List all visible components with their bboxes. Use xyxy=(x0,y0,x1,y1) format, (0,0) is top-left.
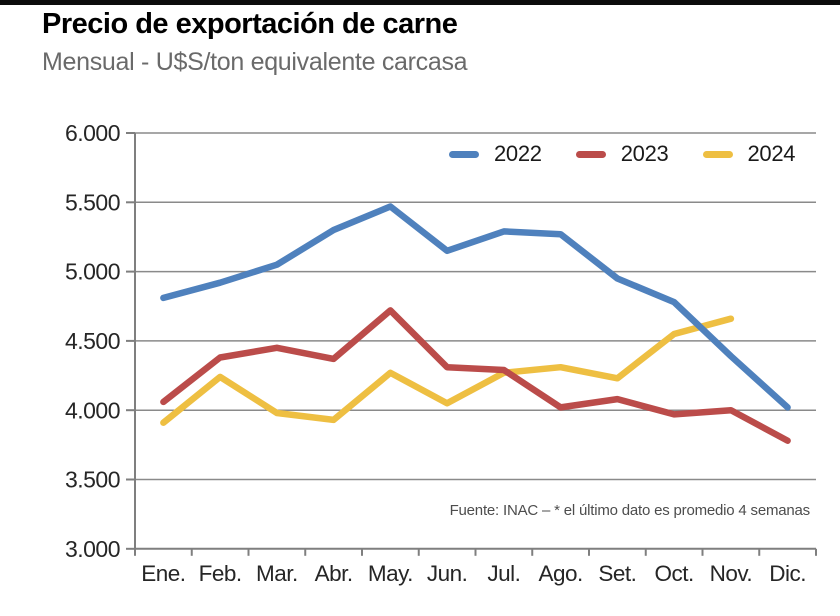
legend-item-2023: 2023 xyxy=(575,141,669,167)
y-tick-label-6.000: 6.000 xyxy=(65,120,120,146)
legend-label-2022: 2022 xyxy=(494,141,542,166)
x-tick-label-Set: Set. xyxy=(598,561,636,586)
x-tick-label-Dic: Dic. xyxy=(769,561,806,586)
x-tick-label-May: May. xyxy=(368,561,413,586)
y-tick-label-3.500: 3.500 xyxy=(65,467,120,493)
y-tick-label-3.000: 3.000 xyxy=(65,536,120,562)
x-tick-label-Mar: Mar. xyxy=(256,561,298,586)
x-tick-label-Ago: Ago. xyxy=(538,561,582,586)
page-subtitle: Mensual - U$S/ton equivalente carcasa xyxy=(42,48,468,76)
legend-swatch-2023-icon xyxy=(575,150,606,158)
legend-item-2024: 2024 xyxy=(702,141,796,167)
legend-swatch-2024-icon xyxy=(702,150,733,158)
y-tick-label-5.500: 5.500 xyxy=(65,189,120,215)
y-tick-label-5.000: 5.000 xyxy=(65,259,120,285)
x-tick-label-Jul: Jul. xyxy=(487,561,520,586)
y-tick-label-4.000: 4.000 xyxy=(65,397,120,423)
top-black-bar xyxy=(0,0,840,5)
legend-label-2024: 2024 xyxy=(747,141,796,166)
page-title: Precio de exportación de carne xyxy=(42,8,458,40)
x-tick-label-Abr: Abr. xyxy=(315,561,353,586)
series-line-2022 xyxy=(160,203,791,411)
x-tick-label-Jun: Jun. xyxy=(427,561,468,586)
source-note: Fuente: INAC – * el último dato es prome… xyxy=(449,502,811,519)
x-tick-label-Nov: Nov. xyxy=(710,561,753,586)
legend-swatch-2022-icon xyxy=(449,150,479,158)
x-tick-label-Ene: Ene. xyxy=(141,561,185,586)
chart-legend: 2022 2023 2024 xyxy=(449,141,796,167)
x-tick-label-Feb: Feb. xyxy=(199,561,242,586)
legend-item-2022: 2022 xyxy=(449,141,542,167)
legend-label-2023: 2023 xyxy=(620,141,669,166)
x-tick-label-Oct: Oct. xyxy=(654,561,693,586)
series-line-2023 xyxy=(160,307,791,444)
series-line-2024 xyxy=(160,315,735,426)
y-tick-label-4.500: 4.500 xyxy=(65,328,120,354)
